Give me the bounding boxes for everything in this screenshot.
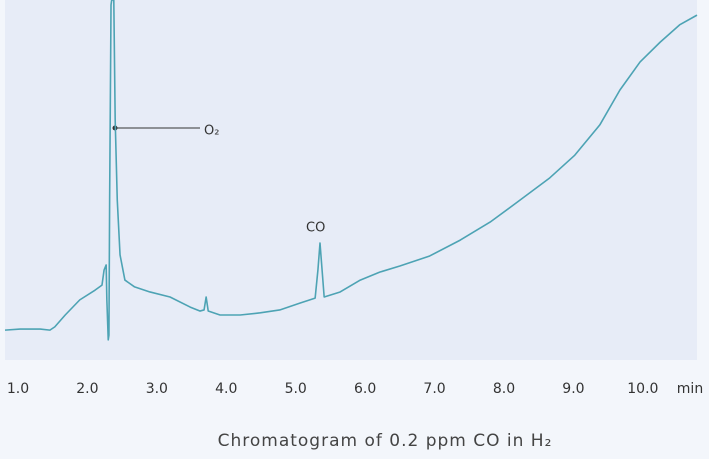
x-tick-label: 2.0 — [76, 381, 98, 397]
x-axis-label: min — [677, 381, 703, 397]
plot-area — [5, 0, 697, 360]
x-tick-label: 5.0 — [285, 381, 307, 397]
x-tick-label: 10.0 — [627, 381, 658, 397]
signal-line — [4, 0, 698, 341]
x-tick-label: 6.0 — [354, 381, 376, 397]
x-tick-label: 4.0 — [215, 381, 237, 397]
x-tick-label: 9.0 — [562, 381, 584, 397]
chart-title: Chromatogram of 0.2 ppm CO in H₂ — [218, 431, 553, 451]
x-tick-label: 1.0 — [7, 381, 29, 397]
annotation: O₂ — [204, 124, 219, 139]
x-tick-label: 3.0 — [146, 381, 168, 397]
annotation: CO — [306, 221, 325, 236]
x-tick-label: 7.0 — [423, 381, 445, 397]
x-tick-label: 8.0 — [493, 381, 515, 397]
